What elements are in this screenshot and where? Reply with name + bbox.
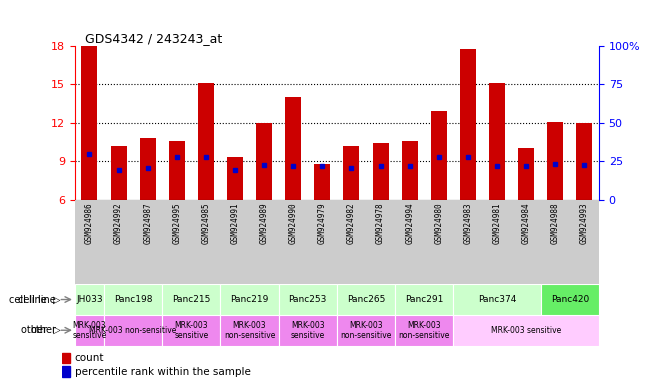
Text: other  ▷: other ▷ — [21, 325, 61, 335]
Text: other: other — [30, 325, 56, 335]
Text: MRK-003
sensitive: MRK-003 sensitive — [290, 321, 325, 340]
Text: GSM924991: GSM924991 — [230, 202, 240, 244]
Bar — [541, 284, 599, 315]
Bar — [344, 146, 359, 200]
Text: Panc198: Panc198 — [114, 295, 152, 304]
Bar — [285, 97, 301, 200]
Text: MRK-003
non-sensitive: MRK-003 non-sensitive — [224, 321, 275, 340]
Text: GSM924990: GSM924990 — [289, 202, 298, 244]
Bar — [162, 315, 221, 346]
Bar — [453, 315, 599, 346]
Text: GSM924979: GSM924979 — [318, 202, 327, 244]
Text: GSM924988: GSM924988 — [551, 202, 560, 244]
Text: JH033: JH033 — [76, 295, 103, 304]
Bar — [162, 284, 221, 315]
Text: GSM924978: GSM924978 — [376, 202, 385, 244]
Bar — [104, 315, 162, 346]
Text: MRK-003
sensitive: MRK-003 sensitive — [174, 321, 208, 340]
Bar — [372, 143, 389, 200]
Bar — [221, 284, 279, 315]
Bar — [395, 284, 453, 315]
Text: Panc291: Panc291 — [405, 295, 443, 304]
Bar — [279, 315, 337, 346]
Bar — [104, 284, 162, 315]
Text: GSM924983: GSM924983 — [464, 202, 473, 244]
Bar — [453, 284, 541, 315]
Text: GSM924993: GSM924993 — [580, 202, 589, 244]
Bar — [256, 123, 272, 200]
Text: GSM924987: GSM924987 — [143, 202, 152, 244]
Text: Panc215: Panc215 — [172, 295, 210, 304]
Bar — [431, 111, 447, 200]
Bar — [75, 284, 104, 315]
Text: GSM924995: GSM924995 — [173, 202, 181, 244]
Text: GSM924984: GSM924984 — [521, 202, 531, 244]
Text: Panc374: Panc374 — [478, 295, 516, 304]
Text: GSM924980: GSM924980 — [434, 202, 443, 244]
Text: percentile rank within the sample: percentile rank within the sample — [75, 367, 251, 377]
Text: cell line  ▷: cell line ▷ — [9, 295, 61, 305]
Bar — [337, 315, 395, 346]
Bar — [227, 157, 243, 200]
Bar — [221, 315, 279, 346]
Bar — [81, 46, 98, 200]
Text: MRK-003
non-sensitive: MRK-003 non-sensitive — [398, 321, 450, 340]
Text: MRK-003 sensitive: MRK-003 sensitive — [491, 326, 561, 335]
Text: cell line: cell line — [18, 295, 56, 305]
Text: Panc265: Panc265 — [347, 295, 385, 304]
Text: Panc219: Panc219 — [230, 295, 269, 304]
Bar — [62, 353, 70, 363]
Text: GSM924981: GSM924981 — [493, 202, 501, 244]
Bar — [169, 141, 185, 200]
Text: GSM924982: GSM924982 — [347, 202, 356, 244]
Bar — [198, 83, 214, 200]
Bar — [576, 123, 592, 200]
Text: Panc420: Panc420 — [551, 295, 589, 304]
Bar — [140, 138, 156, 200]
Text: MRK-003
non-sensitive: MRK-003 non-sensitive — [340, 321, 392, 340]
Text: GDS4342 / 243243_at: GDS4342 / 243243_at — [85, 32, 223, 45]
Bar — [460, 49, 476, 200]
Text: Panc253: Panc253 — [288, 295, 327, 304]
Text: GSM924985: GSM924985 — [201, 202, 210, 244]
Bar — [75, 315, 104, 346]
Bar — [489, 83, 505, 200]
Text: GSM924994: GSM924994 — [405, 202, 414, 244]
Bar — [337, 284, 395, 315]
Text: count: count — [75, 353, 104, 363]
Text: MRK-003
sensitive: MRK-003 sensitive — [72, 321, 107, 340]
Bar — [395, 315, 453, 346]
Bar — [518, 149, 534, 200]
Text: GSM924986: GSM924986 — [85, 202, 94, 244]
Text: GSM924989: GSM924989 — [260, 202, 269, 244]
Bar — [279, 284, 337, 315]
Bar — [402, 141, 418, 200]
Bar — [547, 122, 563, 200]
Text: MRK-003 non-sensitive: MRK-003 non-sensitive — [89, 326, 177, 335]
Bar — [314, 164, 330, 200]
Bar — [111, 146, 126, 200]
Bar — [62, 366, 70, 377]
Text: GSM924992: GSM924992 — [114, 202, 123, 244]
